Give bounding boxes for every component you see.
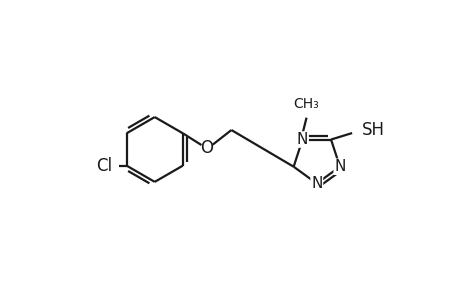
Text: N: N [334,159,345,174]
Text: O: O [200,139,213,157]
Text: CH₃: CH₃ [293,97,319,111]
Text: N: N [296,132,308,147]
Text: SH: SH [361,121,384,139]
Text: N: N [310,176,322,191]
Text: Cl: Cl [96,157,112,175]
